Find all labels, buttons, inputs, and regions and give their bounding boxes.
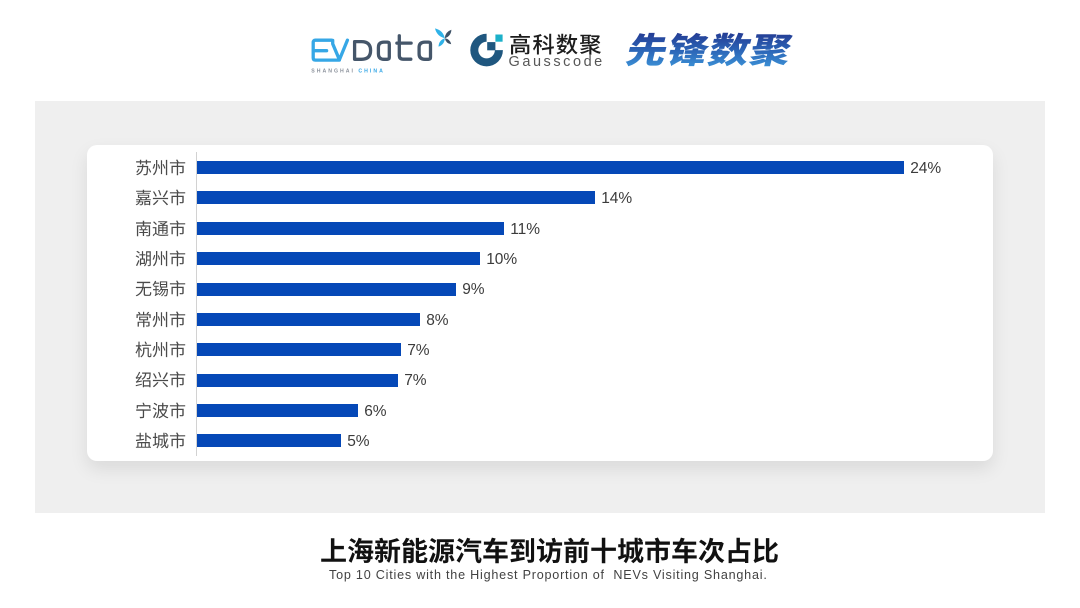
svg-text:SHANGHAI CHINA: SHANGHAI CHINA (311, 68, 385, 74)
